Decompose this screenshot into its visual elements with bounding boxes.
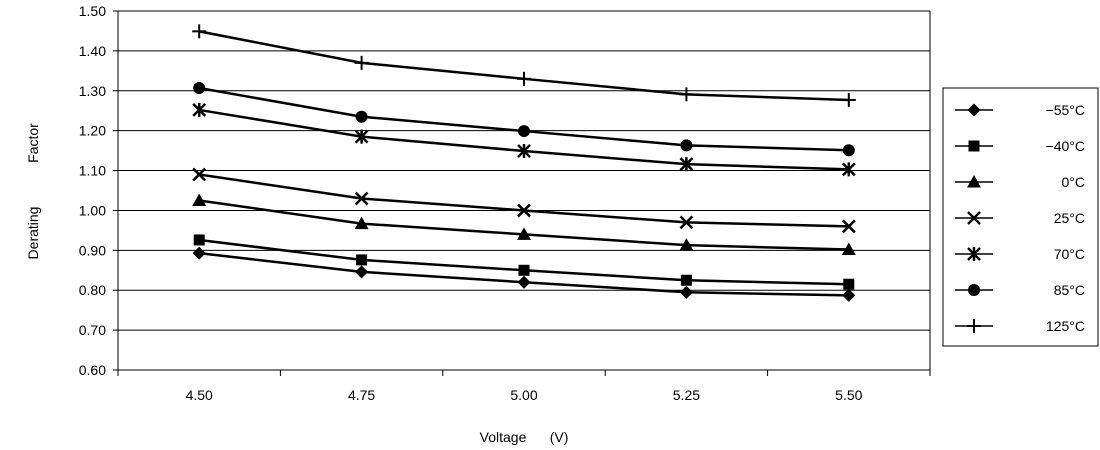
data-point: [356, 254, 368, 266]
legend-item-plus: 125°C: [955, 318, 1085, 334]
legend-item-circle: 85°C: [955, 282, 1085, 298]
y-axis-label-derating: Derating: [25, 207, 41, 260]
marker-stroke: [841, 219, 856, 234]
data-point: [193, 81, 206, 94]
data-point: [518, 125, 530, 138]
data-point: [842, 288, 856, 302]
y-tick-label: 0.60: [79, 362, 106, 378]
data-point: [680, 274, 692, 286]
legend: −55°C −40°C 0°C 25°C 70°C 85°C 125°C: [942, 87, 1099, 347]
y-tick-label: 1.10: [79, 163, 106, 179]
legend-item-triangle: 0°C: [955, 174, 1085, 190]
y-tick-label: 1.30: [79, 83, 106, 99]
data-point: [355, 110, 368, 123]
data-point: [354, 216, 369, 230]
data-point: [354, 191, 369, 206]
data-point: [842, 144, 855, 157]
data-point: [679, 215, 694, 230]
y-tick-label: 1.40: [79, 43, 106, 59]
marker-stroke: [517, 203, 531, 218]
data-point: [192, 102, 207, 117]
legend-marker: [968, 284, 980, 296]
gridlines: [118, 10, 930, 371]
legend-marker: [967, 211, 981, 225]
y-tick-label: 1.00: [79, 202, 106, 218]
data-point: [843, 278, 855, 290]
x-tick-label: 4.50: [186, 387, 213, 403]
y-tick-label: 1.20: [79, 123, 106, 139]
legend-label: 25°C: [1054, 210, 1085, 226]
y-tick-label: 0.80: [79, 282, 106, 298]
x-tick-label: 4.75: [348, 387, 375, 403]
marker-stroke: [679, 215, 694, 230]
data-point: [192, 193, 207, 206]
series-square: [193, 234, 855, 290]
y-axis-label-factor: Factor: [25, 123, 41, 163]
x-axis-label: Voltage (V): [480, 429, 569, 445]
data-point: [193, 234, 205, 246]
data-point: [192, 167, 207, 182]
series-plus: [192, 24, 856, 107]
data-point: [841, 242, 856, 256]
series-line: [199, 173, 849, 228]
series-lines: [192, 24, 856, 302]
marker-stroke: [354, 191, 369, 206]
data-point: [517, 227, 531, 240]
legend-item-diamond: −55°C: [955, 102, 1085, 118]
data-point: [518, 264, 530, 276]
legend-marker: [967, 103, 981, 117]
marker-stroke: [967, 211, 981, 225]
data-point: [679, 285, 693, 299]
legend-label: 125°C: [1046, 318, 1085, 334]
legend-marker: [967, 319, 981, 333]
legend-label: 0°C: [1062, 174, 1086, 190]
data-point: [679, 238, 694, 251]
legend-marker: [968, 140, 980, 152]
data-point: [517, 144, 531, 159]
data-point: [680, 139, 693, 152]
series-asterisk: [192, 102, 856, 177]
legend-item-square: −40°C: [955, 138, 1085, 154]
marker-stroke: [192, 167, 207, 182]
y-tick-label: 0.90: [79, 242, 106, 258]
data-point: [517, 71, 531, 86]
y-tick-label: 0.70: [79, 322, 106, 338]
legend-marker: [967, 175, 981, 188]
x-tick-label: 5.25: [673, 387, 700, 403]
data-point: [192, 246, 206, 260]
legend-marker: [967, 247, 981, 261]
data-point: [354, 129, 369, 144]
data-point: [354, 55, 369, 70]
data-point: [517, 275, 531, 289]
data-point: [192, 24, 207, 39]
legend-box: [942, 87, 1099, 347]
x-tick-label: 5.50: [835, 387, 862, 403]
legend-item-asterisk: 70°C: [955, 246, 1085, 262]
legend-label: −55°C: [1046, 102, 1085, 118]
data-point: [355, 265, 369, 279]
data-point: [841, 162, 856, 177]
legend-item-x: 25°C: [955, 210, 1085, 226]
tick-labels: 0.60 0.70 0.80 0.90 1.00 1.10 1.20 1.30 1.40 1.50…: [79, 3, 863, 403]
legend-label: 70°C: [1054, 246, 1085, 262]
data-point: [679, 87, 694, 102]
y-tick-label: 1.50: [79, 3, 106, 19]
x-tick-label: 5.00: [510, 387, 537, 403]
series-diamond: [192, 246, 856, 302]
series-line: [198, 108, 849, 171]
series-x: [192, 167, 856, 234]
series-triangle: [192, 193, 856, 256]
axes: [113, 10, 931, 376]
data-point: [517, 203, 531, 218]
series-line: [198, 30, 849, 102]
series-circle: [193, 81, 855, 157]
data-point: [841, 219, 856, 234]
legend-label: −40°C: [1046, 138, 1085, 154]
data-point: [841, 92, 856, 107]
legend-label: 85°C: [1054, 282, 1085, 298]
data-point: [679, 157, 694, 172]
